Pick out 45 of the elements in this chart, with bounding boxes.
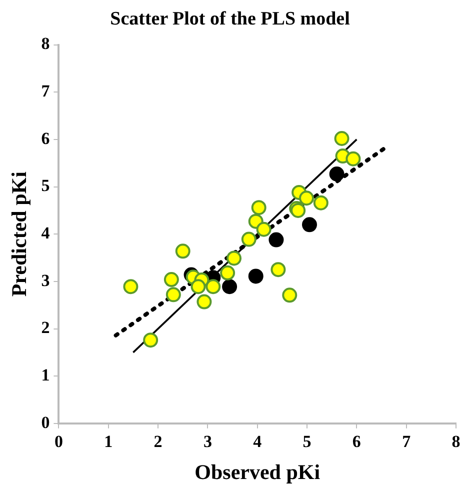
y-tick-label: 7	[41, 82, 50, 101]
x-tick-label: 2	[154, 432, 162, 451]
y-tick-label: 5	[41, 176, 50, 196]
point	[334, 131, 350, 146]
point	[143, 332, 158, 348]
point	[226, 250, 242, 266]
point	[196, 294, 212, 310]
x-axis-title: Observed pKi	[194, 460, 320, 484]
point	[123, 279, 138, 294]
y-tick-label: 4	[41, 223, 50, 242]
point	[248, 268, 264, 284]
point	[256, 222, 272, 237]
point	[220, 265, 236, 280]
x-tick-label: 7	[402, 432, 412, 451]
point	[329, 166, 344, 182]
x-tick-label: 3	[203, 432, 212, 451]
point	[190, 279, 206, 294]
point	[166, 287, 181, 302]
point	[299, 190, 314, 206]
y-tick-label: 1	[41, 365, 50, 384]
y-tick-label: 0	[41, 412, 50, 432]
point	[175, 244, 190, 259]
x-tick-label: 6	[352, 432, 361, 451]
y-tick-label: 2	[41, 318, 50, 338]
x-tick-label: 5	[302, 432, 312, 451]
x-tick-label: 8	[452, 432, 460, 451]
y-tick-label: 3	[41, 270, 50, 290]
point	[270, 262, 286, 278]
point	[251, 200, 266, 216]
point	[346, 151, 361, 166]
x-tick-label: 1	[104, 432, 113, 451]
x-tick-label: 4	[253, 432, 262, 451]
point	[313, 195, 328, 210]
y-tick-label: 6	[41, 128, 50, 148]
point	[282, 288, 298, 303]
y-axis-title: Predicted pKi	[7, 171, 32, 297]
point	[164, 272, 179, 288]
point	[302, 217, 317, 232]
point	[222, 279, 238, 294]
point	[206, 279, 221, 294]
point	[268, 232, 284, 248]
y-tick-label: 8	[41, 34, 50, 54]
point	[241, 232, 256, 247]
chart-title: Scatter Plot of the PLS model	[110, 8, 350, 30]
x-tick-label: 0	[54, 432, 63, 451]
